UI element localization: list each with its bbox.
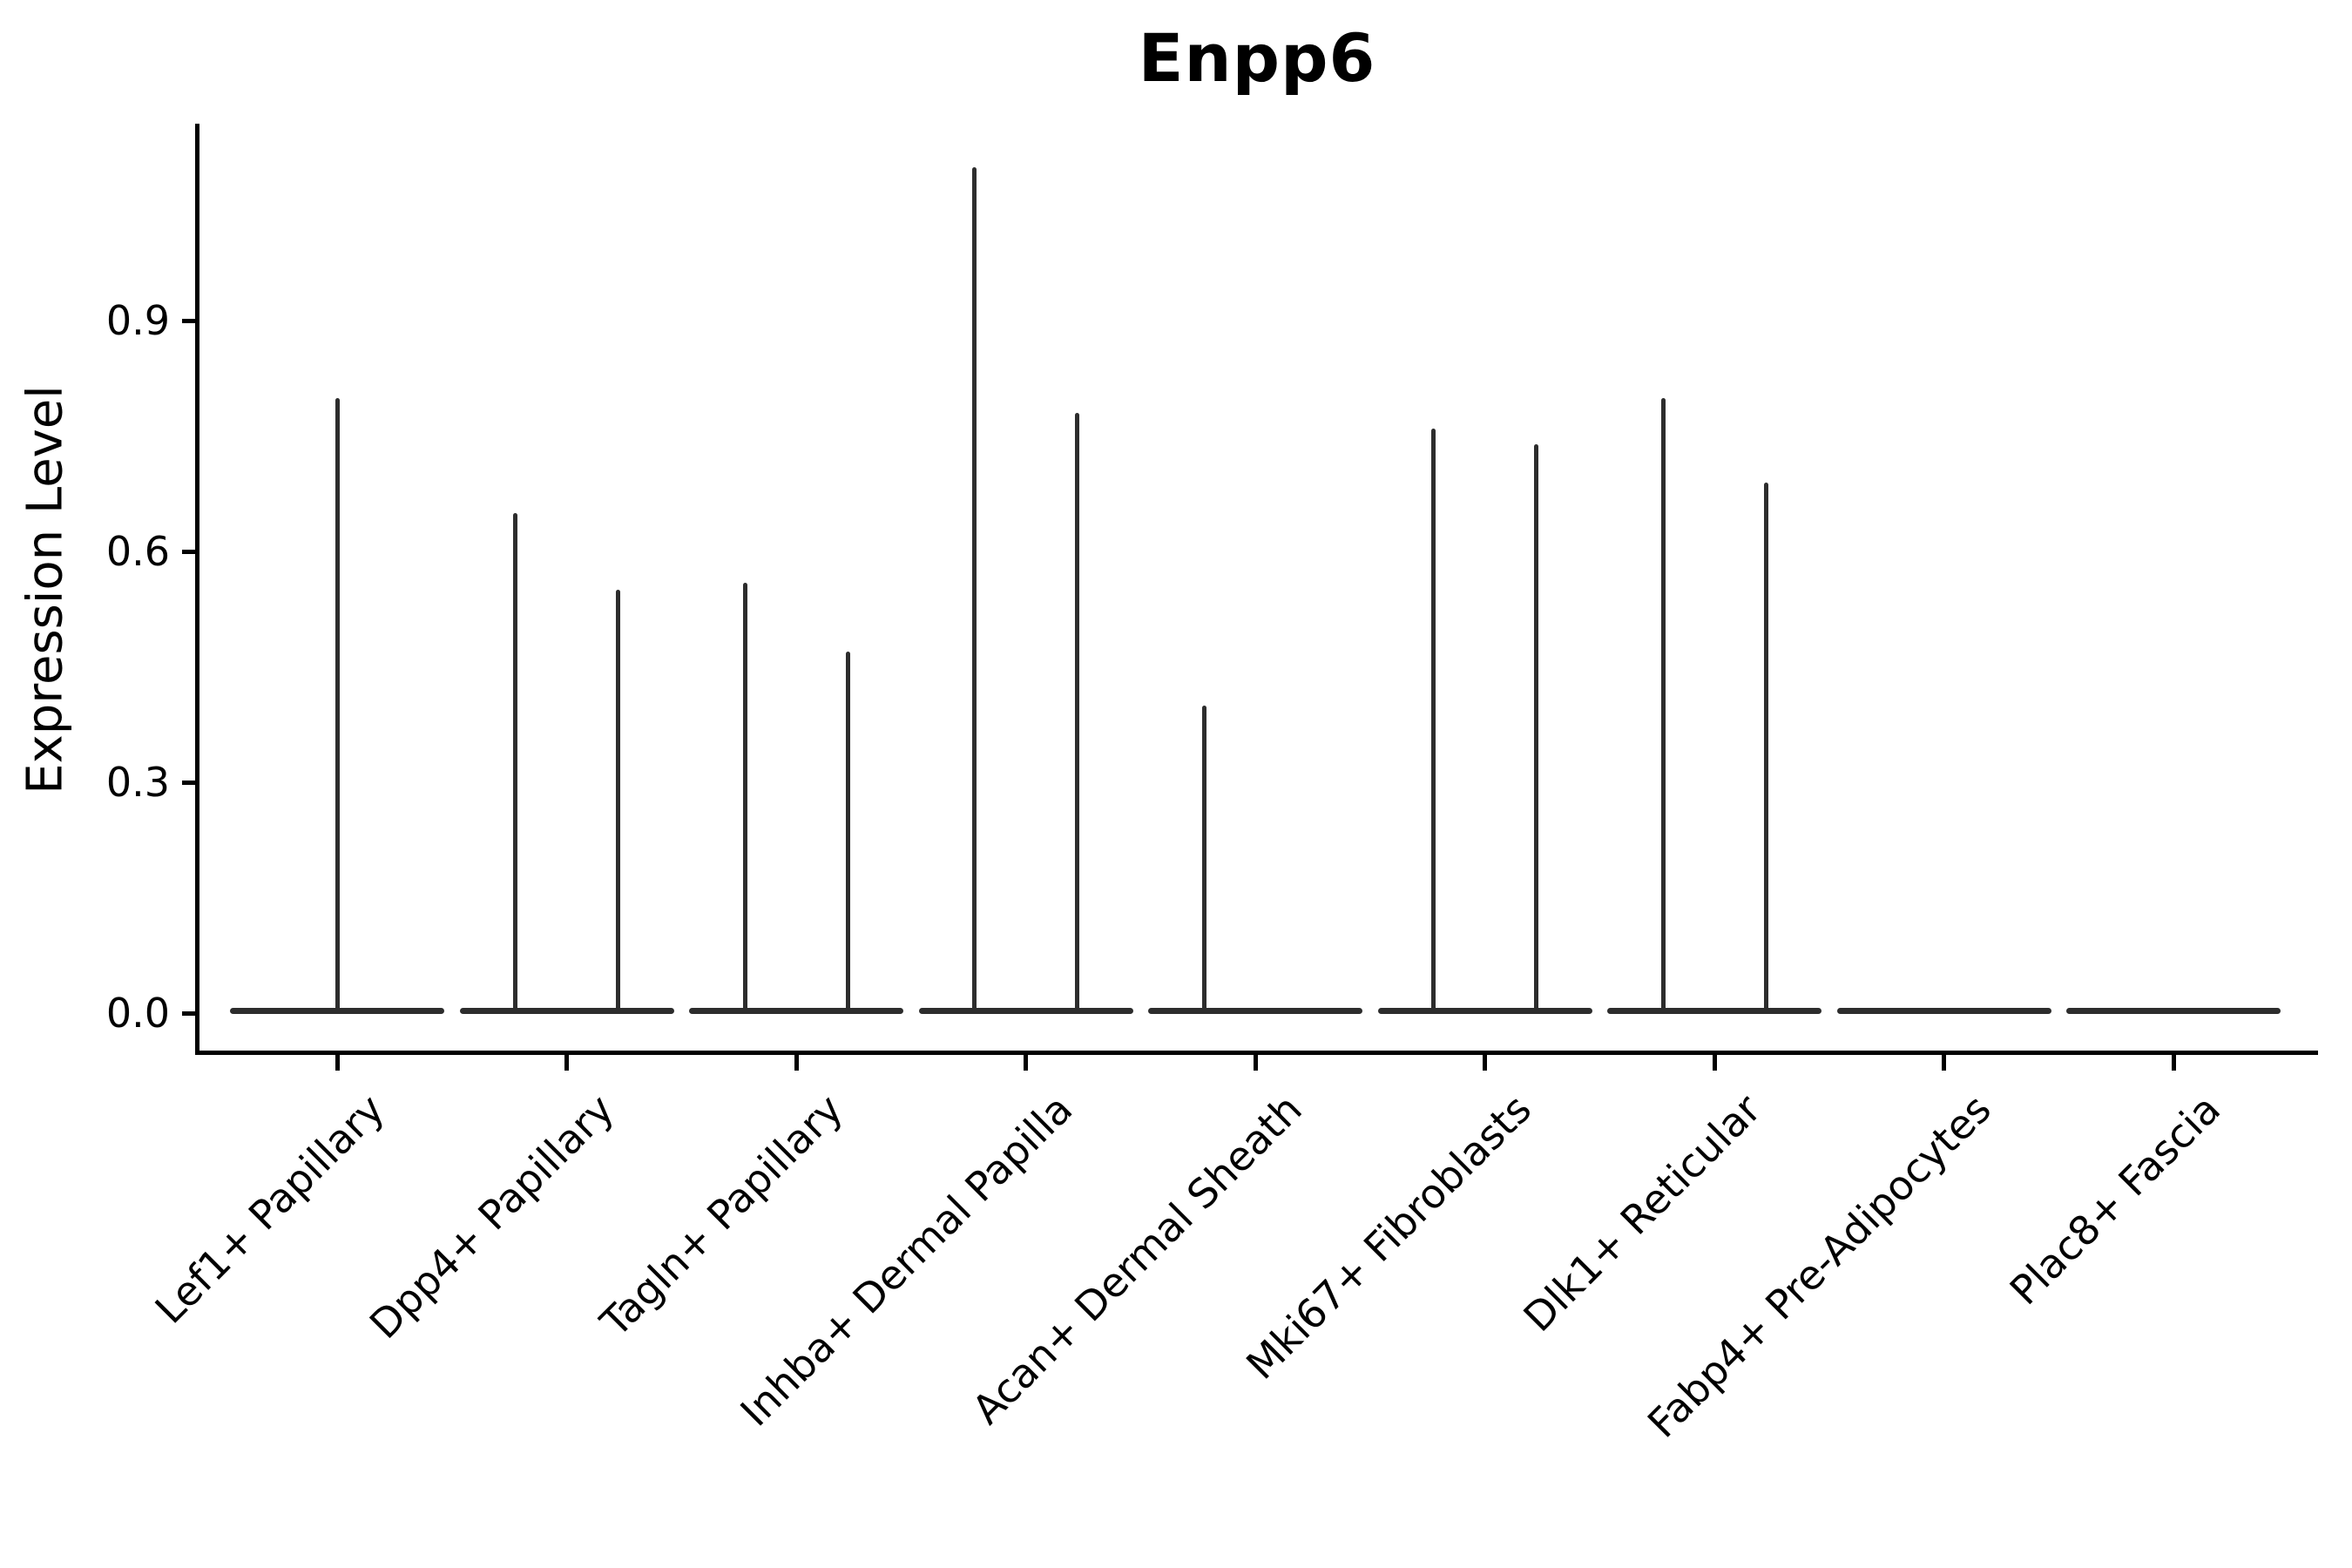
x-tick-mark [1024, 1055, 1028, 1071]
y-tick-mark [182, 780, 198, 785]
x-tick-mark [564, 1055, 569, 1071]
violin-baseline [1836, 1008, 2051, 1014]
violin-spike [1431, 428, 1436, 1013]
y-tick-mark [182, 549, 198, 554]
y-tick-mark [182, 1010, 198, 1016]
violin-spike [616, 590, 620, 1013]
violin-spike [1763, 482, 1768, 1013]
x-tick-mark [335, 1055, 340, 1071]
x-tick-mark [2171, 1055, 2176, 1071]
y-tick-label: 0.9 [105, 297, 170, 345]
y-tick-mark [182, 318, 198, 323]
y-tick-label: 0.0 [105, 990, 170, 1037]
violin-baseline [918, 1008, 1133, 1014]
violin-baseline [1377, 1008, 1592, 1014]
x-tick-mark [1942, 1055, 1946, 1071]
violin-spike [845, 651, 850, 1013]
y-tick-label: 0.6 [105, 528, 170, 576]
x-tick-mark [1483, 1055, 1487, 1071]
x-tick-label: Lef1+ Papillary [145, 1085, 394, 1333]
violin-spike [1201, 705, 1206, 1013]
x-tick-label: Tagln+ Papillary [591, 1085, 853, 1346]
y-axis-line [195, 124, 199, 1055]
y-tick-label: 0.3 [105, 759, 170, 807]
violin-baseline [689, 1008, 903, 1014]
y-axis-label: Expression Level [17, 385, 74, 794]
x-tick-mark [1712, 1055, 1717, 1071]
chart-title: Enpp6 [1138, 19, 1376, 97]
violin-baseline [2066, 1008, 2281, 1014]
violin-baseline [1148, 1008, 1362, 1014]
x-tick-mark [794, 1055, 799, 1071]
violin-baseline [459, 1008, 674, 1014]
violin-spike [335, 397, 340, 1013]
violin-spike [1660, 397, 1666, 1013]
violin-spike [1075, 413, 1079, 1013]
x-tick-mark [1253, 1055, 1258, 1071]
x-tick-label: Dpp4+ Papillary [360, 1085, 623, 1348]
violin-spike [1534, 443, 1538, 1013]
violin-spike [513, 513, 517, 1013]
x-tick-label: Dlk1+ Reticular [1514, 1085, 1771, 1342]
violin-spike [742, 582, 747, 1013]
violin-baseline [1607, 1008, 1821, 1014]
x-axis-line [195, 1051, 2318, 1055]
violin-spike [972, 166, 977, 1013]
x-tick-label: Plac8+ Fascia [2000, 1085, 2230, 1315]
